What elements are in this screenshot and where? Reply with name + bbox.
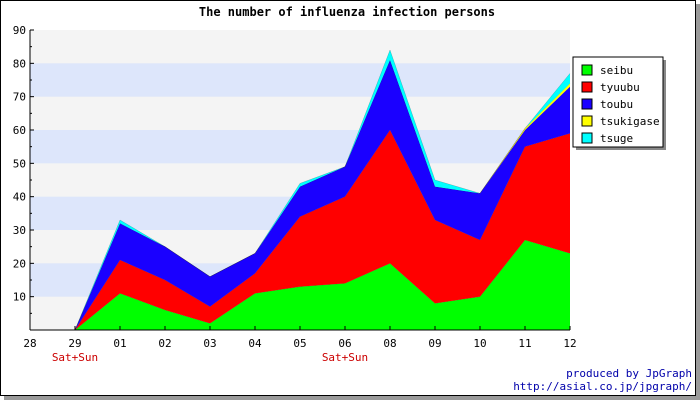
x-tick-label: 11 xyxy=(518,337,531,350)
x-tick-label: 03 xyxy=(203,337,216,350)
x-tick-label: 12 xyxy=(563,337,576,350)
grid-band xyxy=(30,130,570,164)
x-tick-label: 10 xyxy=(473,337,486,350)
y-tick-label: 50 xyxy=(13,157,26,170)
area-edge-tsuge xyxy=(74,49,571,331)
legend-swatch-tsukigase xyxy=(581,115,593,127)
credit-producer: produced by JpGraph xyxy=(566,367,692,380)
x-tick-label: 02 xyxy=(158,337,171,350)
x-tick-label: 01 xyxy=(113,337,126,350)
area-toubu xyxy=(75,60,570,330)
x-tick-label: 05 xyxy=(293,337,306,350)
legend-swatch-toubu xyxy=(581,98,593,110)
legend-swatch-tyuubu xyxy=(581,81,593,93)
y-tick-label: 60 xyxy=(13,124,26,137)
legend-label-seibu: seibu xyxy=(600,64,633,77)
y-tick-label: 80 xyxy=(13,57,26,70)
credit-url[interactable]: http://asial.co.jp/jpgraph/ xyxy=(513,380,692,393)
y-tick-label: 90 xyxy=(13,24,26,37)
y-tick-label: 40 xyxy=(13,191,26,204)
x-tick-label: 08 xyxy=(383,337,396,350)
legend-label-tyuubu: tyuubu xyxy=(600,81,640,94)
x-tick-label: 28 xyxy=(23,337,36,350)
y-tick-label: 70 xyxy=(13,91,26,104)
legend-swatch-tsuge xyxy=(581,132,593,144)
y-tick-label: 30 xyxy=(13,224,26,237)
chart-title: The number of influenza infection person… xyxy=(198,5,496,19)
y-tick-label: 20 xyxy=(13,257,26,270)
x-sublabel: Sat+Sun xyxy=(322,351,368,364)
legend-label-tsukigase: tsukigase xyxy=(600,115,660,128)
grid-band xyxy=(30,63,570,97)
legend-label-toubu: toubu xyxy=(600,98,633,111)
y-tick-label: 10 xyxy=(13,291,26,304)
area-tyuubu xyxy=(75,130,570,330)
legend-label-tsuge: tsuge xyxy=(600,132,633,145)
x-tick-label: 29 xyxy=(68,337,81,350)
x-tick-label: 09 xyxy=(428,337,441,350)
x-sublabel: Sat+Sun xyxy=(52,351,98,364)
x-tick-label: 06 xyxy=(338,337,351,350)
x-tick-label: 04 xyxy=(248,337,262,350)
legend-swatch-seibu xyxy=(581,64,593,76)
